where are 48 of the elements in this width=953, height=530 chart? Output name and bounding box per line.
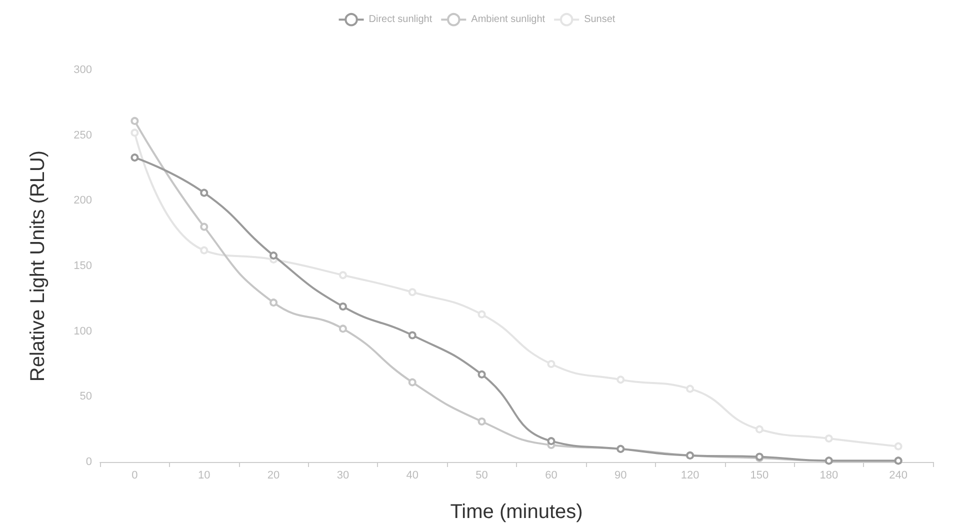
point: [200, 246, 208, 254]
point: [547, 437, 556, 446]
point: [755, 425, 764, 434]
x-tick-label: 0: [132, 470, 138, 482]
y-tick-label: 50: [80, 390, 92, 403]
y-tick-label: 100: [74, 325, 92, 338]
x-tick-label: 50: [476, 470, 488, 482]
x-tick-label: 150: [750, 470, 769, 482]
point: [616, 376, 625, 384]
point: [408, 331, 416, 340]
legend-label: Sunset: [584, 14, 616, 26]
y-tick-label: 250: [74, 129, 92, 142]
point: [200, 222, 208, 231]
x-tick-label: 40: [406, 470, 418, 482]
x-tick-label: 120: [680, 470, 700, 482]
point: [686, 384, 694, 393]
y-tick-label: 300: [74, 64, 92, 76]
legend-label: Ambient sunlight: [471, 14, 546, 26]
point: [130, 154, 139, 162]
x-tick-label: 60: [545, 470, 558, 482]
point: [894, 442, 902, 450]
x-tick-label: 10: [198, 470, 210, 482]
x-tick-label: 240: [889, 470, 908, 482]
point: [200, 188, 208, 197]
x-tick-label: 90: [614, 470, 627, 482]
y-axis-title: Relative Light Units (RLU): [27, 150, 49, 382]
point: [338, 324, 347, 333]
point: [270, 252, 278, 260]
point: [408, 288, 416, 296]
point: [824, 434, 833, 442]
y-tick-label: 200: [74, 194, 92, 207]
point: [478, 370, 486, 378]
x-axis-title: Time (minutes): [450, 501, 583, 523]
point: [338, 271, 347, 280]
point: [270, 298, 278, 307]
legend-label: Direct sunlight: [368, 14, 432, 26]
point: [130, 116, 139, 125]
point: [408, 378, 416, 386]
x-tick-label: 30: [336, 470, 350, 482]
x-tick-label: 20: [267, 470, 280, 482]
x-tick-label: 180: [820, 470, 838, 482]
y-tick-label: 150: [74, 260, 92, 272]
point: [130, 128, 139, 137]
point: [478, 310, 486, 318]
point: [478, 417, 486, 426]
point: [338, 302, 347, 311]
y-tick-label: 0: [86, 456, 92, 468]
point: [547, 360, 556, 368]
